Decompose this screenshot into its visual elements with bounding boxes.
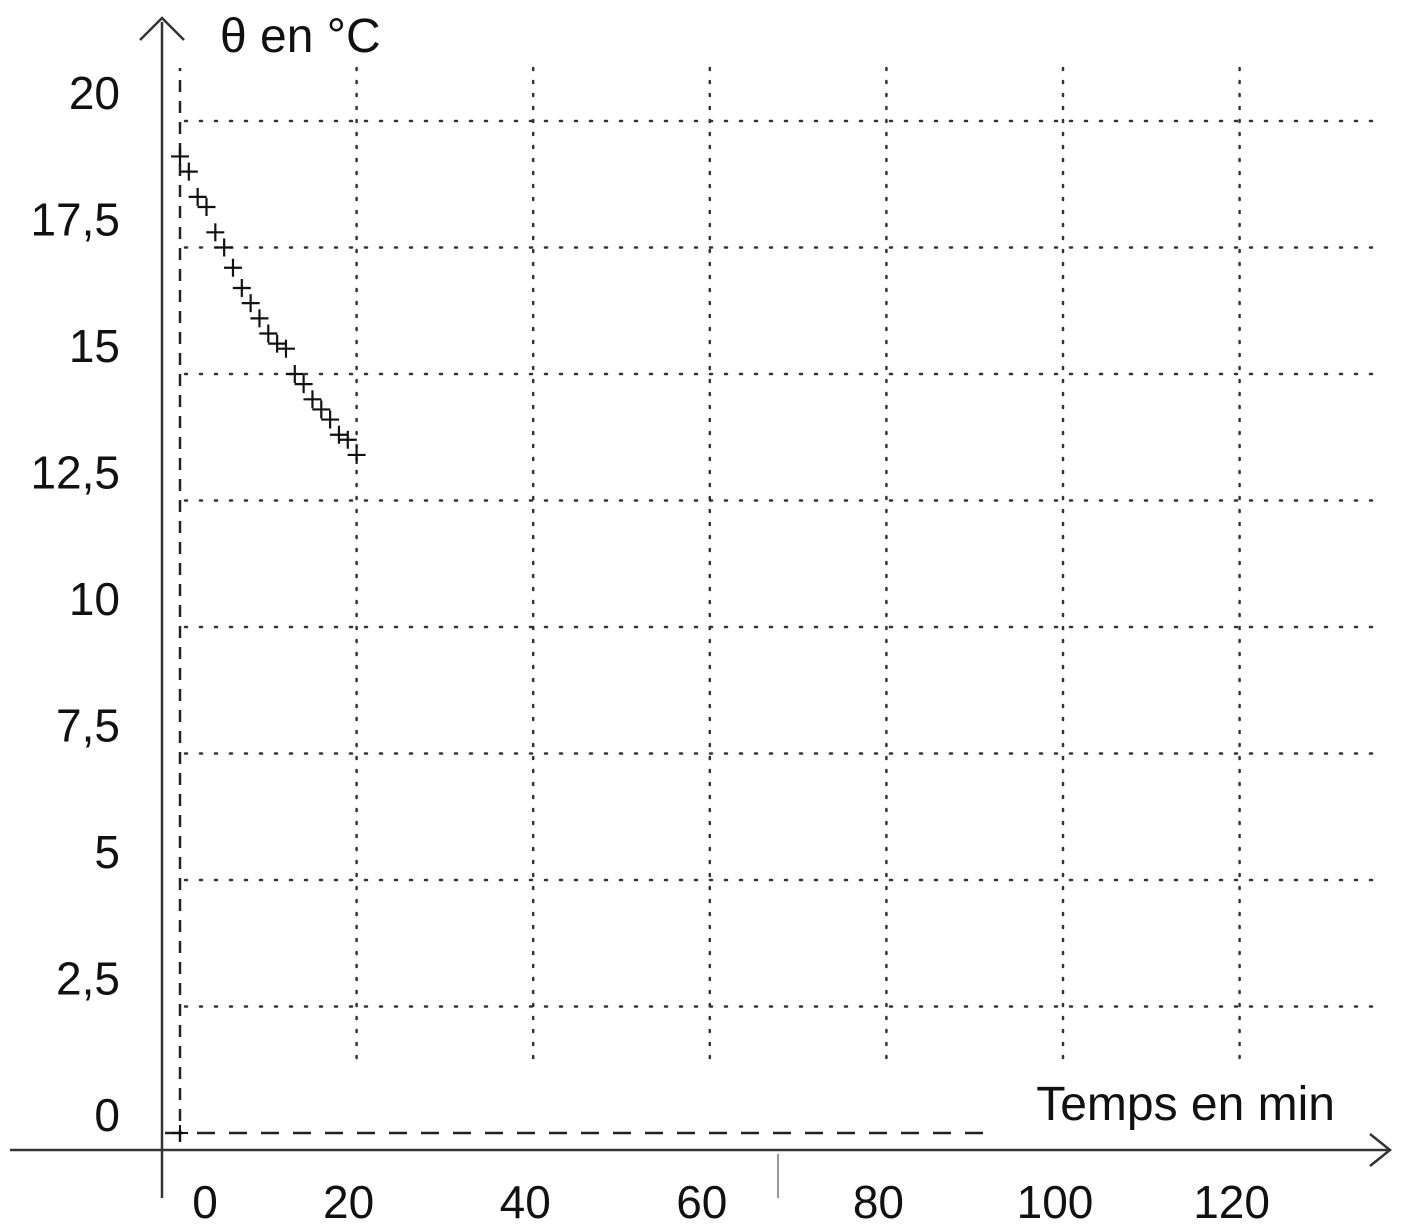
y-tick-label: 20 xyxy=(69,67,120,119)
x-axis-label: Temps en min xyxy=(1036,1078,1335,1131)
data-point xyxy=(338,430,357,449)
x-tick-label: 100 xyxy=(1017,1176,1094,1227)
data-point xyxy=(347,445,366,464)
x-tick-label: 80 xyxy=(853,1176,904,1227)
data-point xyxy=(171,147,189,166)
x-tick-label: 60 xyxy=(676,1176,727,1227)
data-point xyxy=(312,400,331,419)
y-tick-label: 10 xyxy=(69,573,120,625)
x-tick-label: 40 xyxy=(500,1176,551,1227)
data-point xyxy=(329,425,348,444)
x-tick-label: 0 xyxy=(192,1176,218,1227)
data-point xyxy=(303,390,322,409)
y-tick-label: 0 xyxy=(94,1089,120,1141)
y-tick-label: 15 xyxy=(69,320,120,372)
y-tick-label: 7,5 xyxy=(56,700,120,752)
y-tick-label: 2,5 xyxy=(56,953,120,1005)
data-point xyxy=(223,258,242,277)
data-point xyxy=(206,223,225,242)
origin-marker xyxy=(172,1125,188,1141)
grid-lines xyxy=(183,66,1387,1062)
x-tick-label: 20 xyxy=(323,1176,374,1227)
tick-labels: 0 20 40 60 80 100 120 0 2,5 5 7,5 10 12,5 15 17,5 20 xyxy=(30,67,1270,1227)
y-axis-arrow xyxy=(139,16,185,41)
axes xyxy=(10,16,1393,1198)
data-point xyxy=(241,294,260,313)
data-point xyxy=(188,187,207,206)
data-point xyxy=(232,278,251,297)
data-point xyxy=(268,334,287,353)
data-point xyxy=(215,238,234,257)
x-tick-label: 120 xyxy=(1193,1176,1270,1227)
data-point xyxy=(285,365,304,383)
y-tick-label: 12,5 xyxy=(30,447,120,499)
y-tick-label: 17,5 xyxy=(30,194,120,246)
data-points xyxy=(171,147,366,1141)
data-point xyxy=(179,162,198,181)
data-point xyxy=(259,324,278,343)
data-point xyxy=(197,198,216,217)
y-axis-label: θ en °C xyxy=(220,10,381,63)
data-point xyxy=(294,375,313,394)
data-point xyxy=(321,410,340,429)
data-point xyxy=(250,309,269,328)
y-tick-label: 5 xyxy=(94,826,120,878)
data-point xyxy=(276,339,295,358)
x-axis-arrow xyxy=(1369,1133,1393,1167)
